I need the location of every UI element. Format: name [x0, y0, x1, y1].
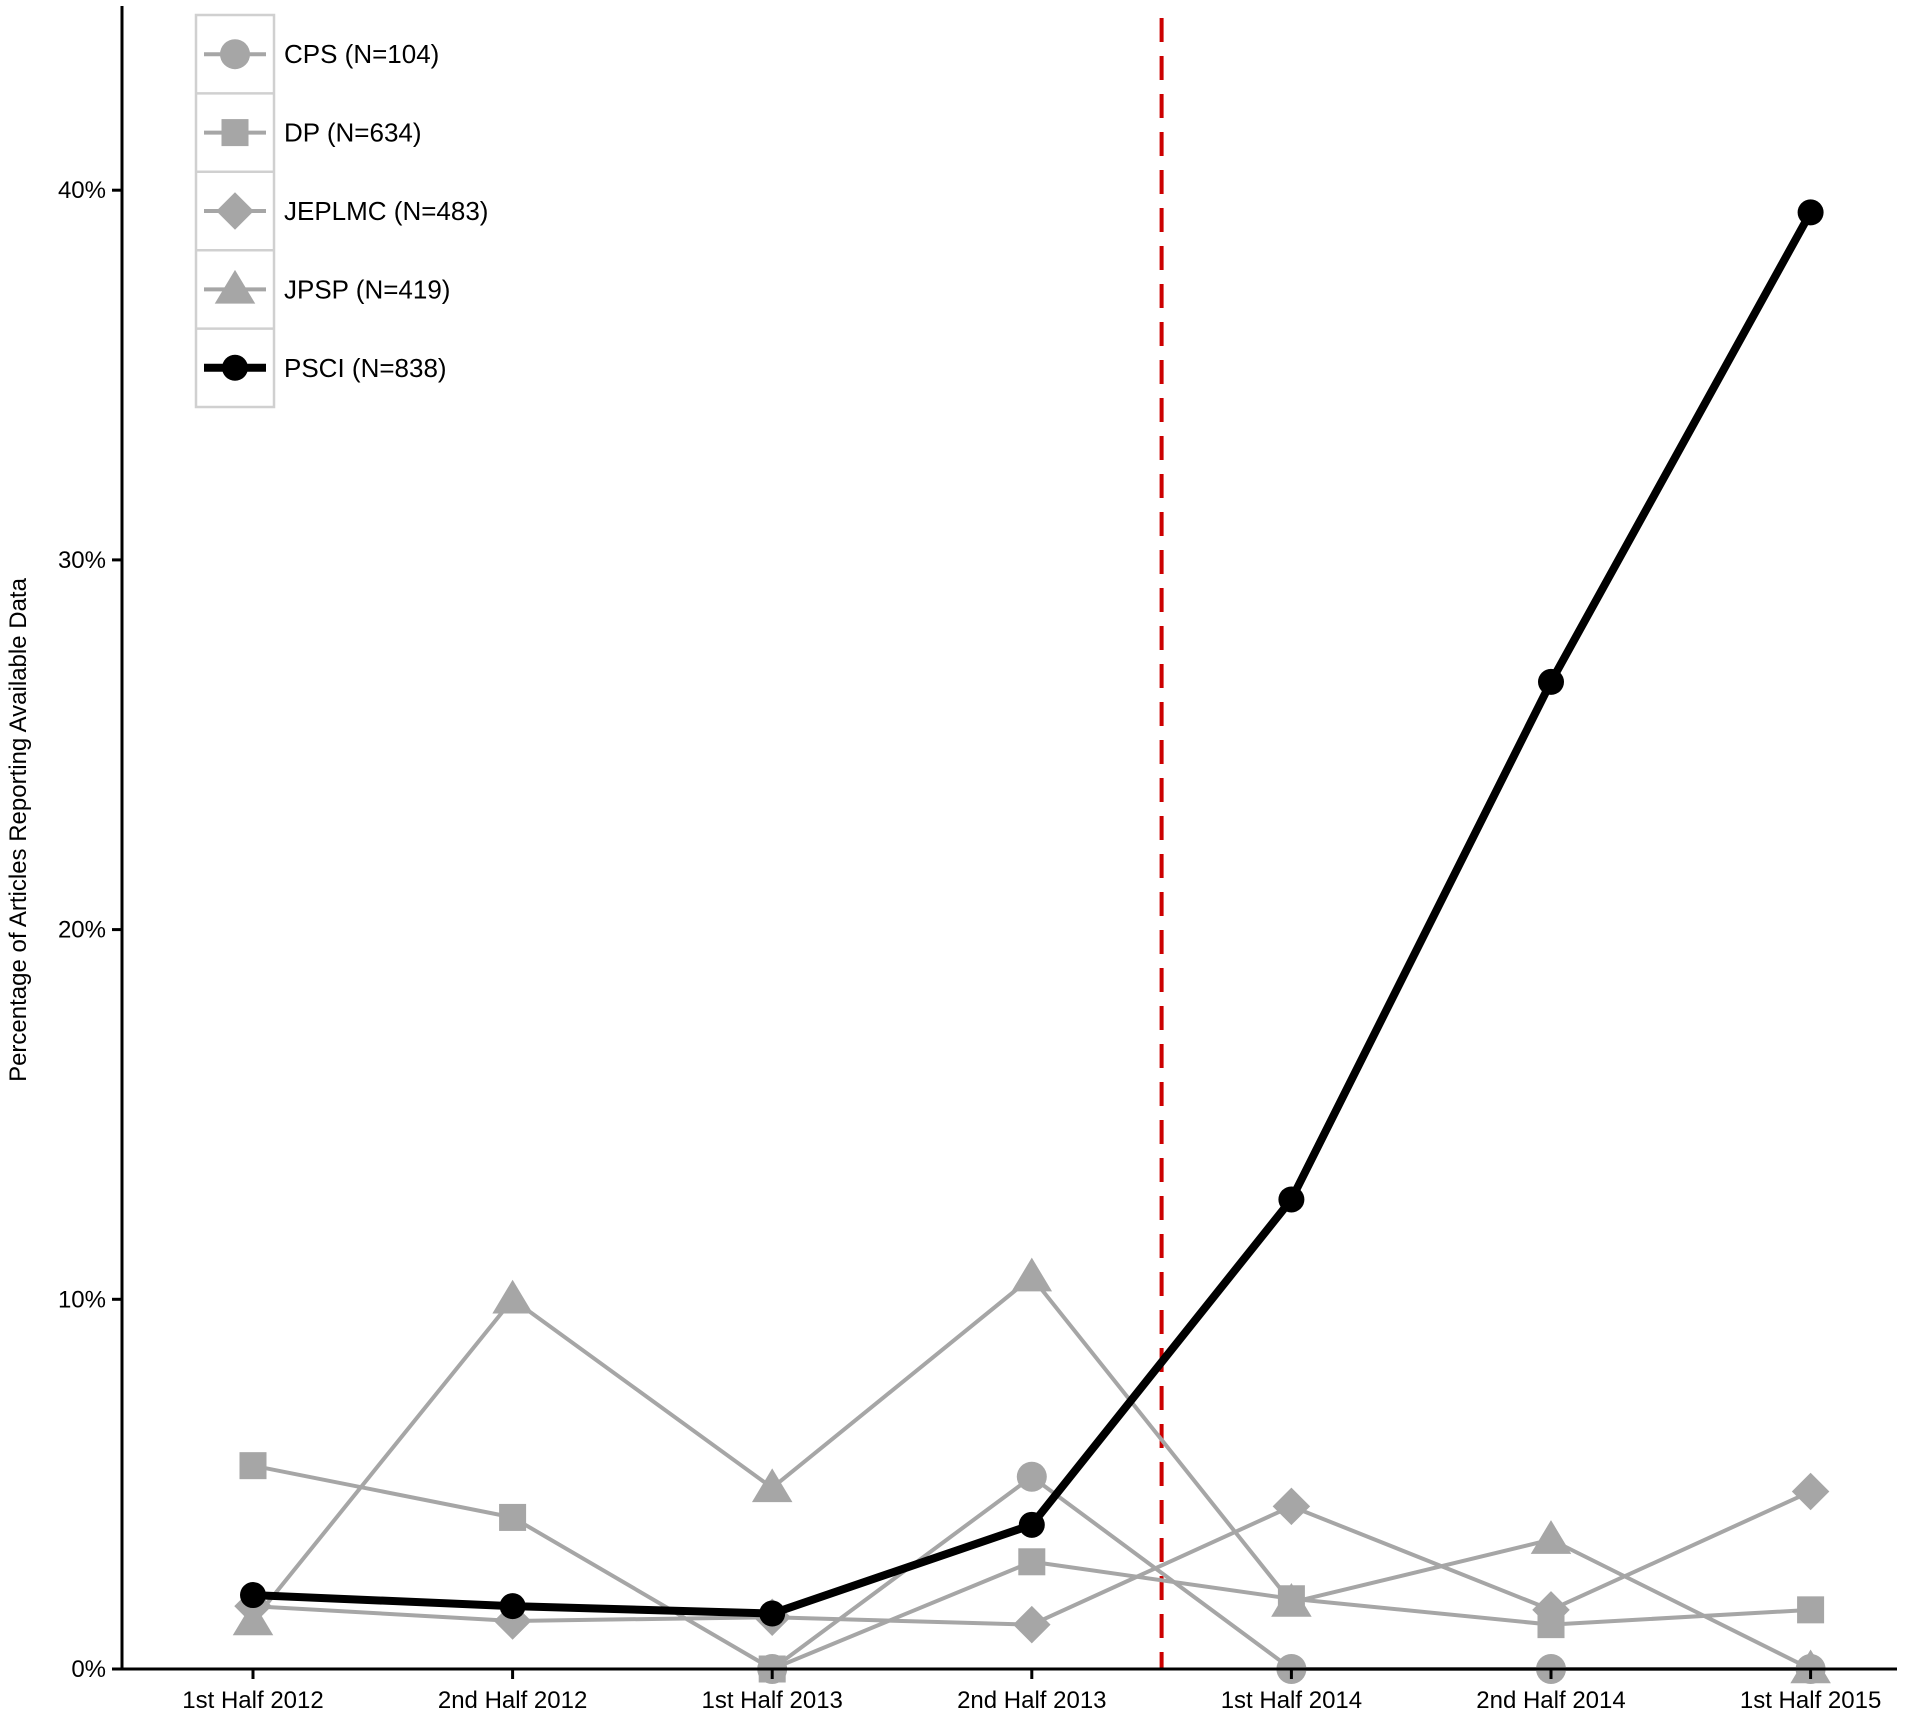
legend-marker-circle-icon — [220, 39, 250, 70]
x-tick-label: 1st Half 2014 — [1221, 1687, 1362, 1714]
y-tick-label: 20% — [58, 917, 106, 944]
data-point — [1018, 1548, 1046, 1576]
data-point — [1271, 1582, 1312, 1617]
x-tick-label: 1st Half 2012 — [182, 1687, 323, 1714]
series-jpsp — [232, 1257, 1831, 1684]
data-point — [239, 1452, 267, 1480]
legend-marker-triangle-icon — [214, 269, 256, 304]
data-point — [1538, 668, 1564, 695]
legend: CPS (N=104) DP (N=634) JEPLMC (N=483) JPSP … — [194, 13, 488, 409]
data-point — [1790, 1649, 1831, 1684]
data-point — [499, 1593, 526, 1620]
data-point — [1018, 1511, 1045, 1538]
legend-label: PSCI (N=838) — [284, 353, 447, 383]
data-point — [492, 1279, 533, 1314]
legend-label: JEPLMC (N=483) — [284, 196, 488, 226]
x-tick-label: 2nd Half 2014 — [1476, 1687, 1625, 1714]
x-tick-label: 2nd Half 2013 — [957, 1687, 1106, 1714]
data-point — [1016, 1461, 1047, 1492]
legend-label: CPS (N=104) — [284, 39, 439, 69]
y-tick-label: 40% — [58, 177, 106, 204]
series-line — [252, 210, 1815, 1618]
data-point — [1532, 1591, 1570, 1629]
data-point — [1791, 1472, 1830, 1511]
data-point — [240, 1582, 266, 1609]
data-point — [499, 1503, 527, 1531]
legend-marker-square-icon — [221, 119, 249, 147]
y-tick-label: 30% — [58, 547, 106, 574]
legend-label: DP (N=634) — [284, 118, 422, 148]
data-point — [232, 1601, 274, 1636]
y-tick-label: 10% — [58, 1286, 106, 1313]
data-point — [1011, 1257, 1053, 1292]
data-point — [1797, 1596, 1825, 1624]
data-point — [1530, 1520, 1572, 1554]
data-point — [1278, 1186, 1305, 1213]
x-tick-label: 1st Half 2015 — [1740, 1687, 1881, 1714]
x-tick-label: 2nd Half 2012 — [438, 1687, 587, 1714]
series-psci — [240, 199, 1824, 1627]
axes: 0% 10% 20% 30% 40% 1st Half 2012 2nd Half 2012… — [58, 6, 1897, 1714]
y-tick-label: 0% — [71, 1656, 106, 1683]
x-tick-label: 1st Half 2013 — [701, 1687, 842, 1714]
plot-area — [232, 18, 1831, 1684]
data-point — [759, 1600, 786, 1627]
legend-marker-circle-icon — [222, 354, 248, 381]
y-axis-label: Percentage of Articles Reporting Availab… — [5, 577, 32, 1082]
data-point — [1797, 199, 1824, 226]
data-point — [1272, 1487, 1311, 1526]
legend-marker-diamond-icon — [216, 192, 254, 230]
legend-label: JPSP (N=419) — [284, 274, 450, 304]
data-point — [751, 1468, 793, 1503]
data-point — [1013, 1605, 1051, 1644]
